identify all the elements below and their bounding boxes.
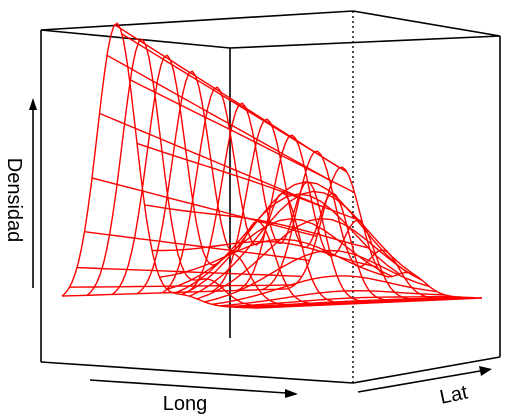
mesh-line-long-22 — [226, 295, 453, 308]
mesh-line-lat-1 — [86, 38, 283, 308]
x-axis-label: Long — [163, 393, 208, 415]
box-edge-back-top-right — [352, 10, 501, 37]
y-axis-arrow — [357, 370, 481, 393]
x-axis-arrow-head — [285, 389, 298, 398]
mesh-line-long-18 — [196, 217, 423, 300]
mesh-line-long-4 — [91, 177, 318, 237]
mesh-line-long-0 — [61, 288, 288, 297]
mesh-line-lat-0 — [61, 22, 258, 309]
mesh-line-long-26 — [256, 297, 483, 309]
box-edge-top-right — [229, 35, 501, 49]
y-axis: Lat — [357, 366, 492, 409]
mesh-line-long-10 — [136, 142, 363, 222]
mesh-line-long-21 — [219, 290, 445, 307]
mesh-line-long-9 — [129, 78, 355, 194]
y-axis-label: Lat — [438, 381, 470, 408]
mesh-line-long-2 — [76, 266, 303, 278]
box-edge-bottom-front — [40, 361, 354, 384]
z-axis: Densidad — [3, 98, 37, 288]
mesh-line-long-13 — [159, 238, 385, 278]
z-axis-label: Densidad — [3, 158, 25, 243]
box-edge-top-front — [40, 29, 231, 49]
plot-box — [40, 10, 501, 384]
x-axis-arrow — [89, 379, 287, 394]
box-edge-bottom-right — [352, 356, 501, 384]
mesh-line-long-16 — [181, 181, 408, 296]
mesh-line-long-1 — [69, 284, 295, 288]
mesh-line-long-5 — [99, 112, 325, 209]
mesh-line-long-20 — [211, 275, 438, 305]
z-axis-arrow-head — [29, 98, 37, 110]
mesh-line-long-6 — [106, 54, 333, 183]
mesh-line-long-15 — [174, 193, 400, 294]
mesh-line-long-14 — [166, 218, 393, 290]
y-axis-arrow-head — [479, 366, 492, 376]
x-axis: Long — [89, 379, 298, 415]
mesh-line-long-19 — [204, 249, 430, 303]
surface-mesh — [61, 22, 483, 309]
mesh-line-long-3 — [84, 231, 310, 262]
mesh-line-long-23 — [234, 296, 460, 308]
box-edge-back-top — [40, 10, 354, 31]
mesh-line-long-17 — [189, 190, 415, 297]
mesh-line-long-8 — [121, 33, 348, 173]
